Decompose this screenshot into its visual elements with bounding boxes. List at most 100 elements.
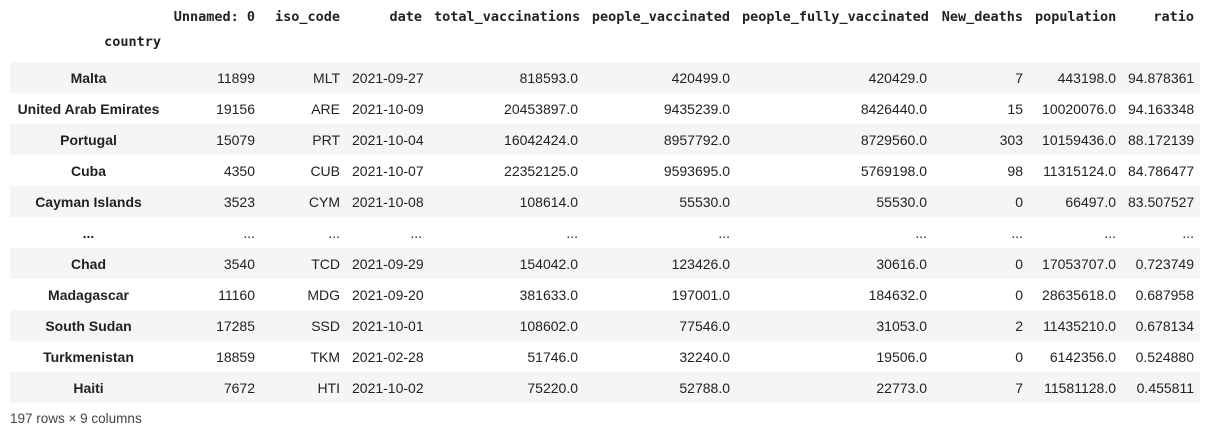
row-index-label: United Arab Emirates xyxy=(17,100,160,117)
table-cell: 4350 xyxy=(223,162,255,179)
table-cell: 3523 xyxy=(223,193,255,210)
table-cell: 66497.0 xyxy=(1065,193,1116,210)
row-index-label: Cuba xyxy=(71,162,106,179)
table-cell: 5769198.0 xyxy=(860,162,927,179)
table-cell: 84.786477 xyxy=(1128,162,1195,179)
table-cell: 2021-10-04 xyxy=(352,131,424,148)
table-row: .............................. xyxy=(10,217,1200,248)
table-cell: 197001.0 xyxy=(671,286,730,303)
table-cell: 94.163348 xyxy=(1128,100,1195,117)
table-cell: 0.524880 xyxy=(1135,348,1194,365)
column-header-row: Unnamed: 0 iso_code date total_vaccinati… xyxy=(10,0,1200,34)
table-cell: 123426.0 xyxy=(671,255,730,272)
column-header: people_fully_vaccinated xyxy=(742,9,929,25)
table-cell: 0.678134 xyxy=(1135,317,1194,334)
table-cell: 11581128.0 xyxy=(1044,379,1116,396)
row-index-label: Turkmenistan xyxy=(43,348,134,365)
row-index-label: ... xyxy=(82,224,95,241)
table-cell: 98 xyxy=(1007,162,1023,179)
table-cell: ... xyxy=(718,224,730,241)
table-cell: 11315124.0 xyxy=(1043,162,1116,179)
table-cell: 15079 xyxy=(216,131,255,148)
table-cell: 17285 xyxy=(216,317,255,334)
table-cell: 0 xyxy=(1015,286,1023,303)
column-header: total_vaccinations xyxy=(434,9,581,25)
table-cell: 19506.0 xyxy=(876,348,927,365)
column-header: Unnamed: 0 xyxy=(173,9,255,25)
table-cell: 16042424.0 xyxy=(504,131,578,148)
table-cell: 10159436.0 xyxy=(1042,131,1116,148)
table-row: Malta 11899 MLT 2021-09-27 818593.0 420499.0 4… xyxy=(10,62,1200,93)
table-cell: 94.878361 xyxy=(1128,69,1195,86)
table-cell: 51746.0 xyxy=(527,348,578,365)
row-index-label: Madagascar xyxy=(48,286,129,303)
table-cell: 83.507527 xyxy=(1128,193,1195,210)
table-row: South Sudan 17285 SSD 2021-10-01 108602.0 775… xyxy=(10,310,1200,341)
table-cell: ... xyxy=(328,224,340,241)
table-cell: 30616.0 xyxy=(876,255,927,272)
table-cell: 88.172139 xyxy=(1128,131,1195,148)
table-cell: 10020076.0 xyxy=(1042,100,1116,117)
table-cell: HTI xyxy=(317,379,340,396)
table-cell: 19156 xyxy=(216,100,255,117)
table-cell: 2021-02-28 xyxy=(352,348,424,365)
table-cell: 420429.0 xyxy=(868,69,927,86)
table-cell: 7 xyxy=(1015,379,1023,396)
table-cell: 15 xyxy=(1007,100,1023,117)
table-cell: 9593695.0 xyxy=(663,162,730,179)
table-cell: 75220.0 xyxy=(527,379,578,396)
table-cell: 0.687958 xyxy=(1135,286,1194,303)
table-cell: 420499.0 xyxy=(671,69,730,86)
table-cell: 22773.0 xyxy=(876,379,927,396)
table-cell: 2021-09-27 xyxy=(352,69,424,86)
table-cell: 55530.0 xyxy=(876,193,927,210)
table-cell: MDG xyxy=(307,286,340,303)
table-cell: 18859 xyxy=(216,348,255,365)
table-cell: 818593.0 xyxy=(519,69,578,86)
table-cell: ARE xyxy=(311,100,340,117)
table-cell: 2021-10-08 xyxy=(352,193,424,210)
table-cell: 2021-10-09 xyxy=(352,100,424,117)
table-cell: 31053.0 xyxy=(876,317,927,334)
column-header: people_vaccinated xyxy=(591,9,730,25)
table-cell: TKM xyxy=(310,348,340,365)
table-cell: ... xyxy=(410,224,422,241)
table-cell: ... xyxy=(243,224,255,241)
table-row: Chad 3540 TCD 2021-09-29 154042.0 123426.0 306… xyxy=(10,248,1200,279)
table-cell: 3540 xyxy=(223,255,255,272)
table-cell: 0 xyxy=(1015,255,1023,272)
table-cell: 52788.0 xyxy=(679,379,730,396)
table-cell: 303 xyxy=(999,131,1023,148)
table-cell: 108602.0 xyxy=(519,317,578,334)
dataframe-output: Unnamed: 0 iso_code date total_vaccinati… xyxy=(10,0,1200,403)
table-cell: 0.723749 xyxy=(1135,255,1194,272)
table-body: Malta 11899 MLT 2021-09-27 818593.0 420499.0 4… xyxy=(10,62,1200,403)
table-cell: ... xyxy=(566,224,578,241)
row-index-label: Portugal xyxy=(60,131,117,148)
table-cell: 0.455811 xyxy=(1136,379,1194,396)
table-cell: 443198.0 xyxy=(1057,69,1116,86)
table-cell: MLT xyxy=(313,69,340,86)
table-cell: 17053707.0 xyxy=(1042,255,1116,272)
table-cell: 184632.0 xyxy=(868,286,927,303)
column-header: population xyxy=(1035,9,1117,25)
row-index-label: South Sudan xyxy=(45,317,132,334)
table-cell: 108614.0 xyxy=(519,193,578,210)
table-cell: 2 xyxy=(1015,317,1023,334)
row-index-label: Malta xyxy=(70,69,107,86)
row-index-label: Cayman Islands xyxy=(35,193,142,210)
table-cell: 11160 xyxy=(218,286,255,303)
table-row: Haiti 7672 HTI 2021-10-02 75220.0 52788.0 2277… xyxy=(10,372,1200,403)
row-column-count: 197 rows × 9 columns xyxy=(10,411,142,426)
table-row: Portugal 15079 PRT 2021-10-04 16042424.0 8957… xyxy=(10,124,1200,155)
table-cell: 9435239.0 xyxy=(663,100,730,117)
column-header: New_deaths xyxy=(941,9,1023,25)
index-name-header: country xyxy=(104,34,161,50)
table-cell: TCD xyxy=(311,255,340,272)
table-cell: 28635618.0 xyxy=(1042,286,1116,303)
table-cell: ... xyxy=(1182,224,1194,241)
table-cell: 0 xyxy=(1015,193,1023,210)
table-cell: 7672 xyxy=(223,379,255,396)
table-row: Cuba 4350 CUB 2021-10-07 22352125.0 9593695.0… xyxy=(10,155,1200,186)
table-cell: 8957792.0 xyxy=(663,131,730,148)
